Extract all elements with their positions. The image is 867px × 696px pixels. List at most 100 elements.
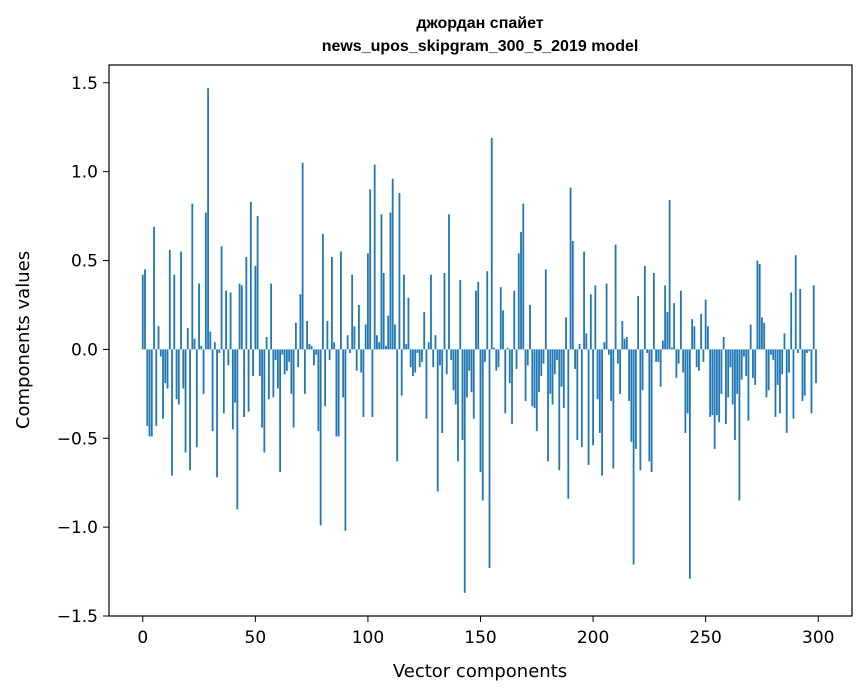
bar bbox=[675, 349, 678, 378]
bar bbox=[182, 349, 185, 389]
bar bbox=[493, 347, 495, 350]
bar bbox=[668, 200, 671, 350]
bar bbox=[803, 349, 806, 396]
bar bbox=[511, 349, 513, 425]
bar bbox=[337, 349, 340, 437]
bar bbox=[292, 349, 295, 428]
y-axis-ticks: −1.5 −1.0 −0.5 0.0 0.5 1.0 1.5 bbox=[57, 74, 109, 627]
bar bbox=[761, 317, 763, 350]
x-tick-label: 200 bbox=[577, 628, 609, 648]
bar bbox=[281, 349, 284, 355]
bar bbox=[556, 349, 558, 361]
bar bbox=[373, 164, 376, 350]
bar bbox=[173, 274, 176, 350]
bar bbox=[463, 349, 466, 593]
bar bbox=[168, 249, 171, 350]
bar bbox=[321, 233, 324, 350]
bar bbox=[576, 349, 579, 441]
chart-subtitle: news_upos_skipgram_300_5_2019 model bbox=[322, 38, 639, 55]
bar bbox=[144, 269, 146, 350]
bar bbox=[792, 349, 795, 419]
bar bbox=[270, 283, 273, 350]
bar bbox=[344, 349, 347, 531]
x-tick-label: 250 bbox=[689, 628, 721, 648]
bar bbox=[331, 256, 333, 350]
bar bbox=[713, 349, 716, 449]
bar bbox=[389, 212, 392, 350]
bar bbox=[430, 274, 432, 350]
bar bbox=[466, 349, 468, 398]
bar bbox=[247, 349, 250, 412]
bar bbox=[495, 349, 498, 371]
bar bbox=[585, 333, 588, 350]
bar bbox=[655, 349, 658, 362]
bar bbox=[752, 349, 754, 378]
bar bbox=[783, 333, 786, 350]
bar bbox=[745, 349, 748, 377]
bar bbox=[198, 283, 200, 350]
bar bbox=[727, 349, 730, 398]
bar bbox=[220, 246, 223, 350]
bar bbox=[164, 349, 167, 384]
bar bbox=[738, 349, 741, 501]
bar bbox=[594, 285, 597, 350]
bar bbox=[648, 349, 651, 462]
bar bbox=[312, 349, 315, 366]
bar bbox=[369, 189, 372, 350]
bar bbox=[488, 349, 491, 569]
bar bbox=[603, 342, 606, 350]
bar bbox=[288, 349, 291, 362]
bar bbox=[698, 349, 700, 371]
bar bbox=[578, 344, 581, 350]
bar bbox=[265, 336, 268, 350]
bar bbox=[736, 349, 739, 394]
bar bbox=[767, 349, 770, 391]
plot-frame bbox=[108, 64, 853, 617]
bar bbox=[788, 349, 790, 373]
bar bbox=[216, 349, 218, 478]
bar bbox=[459, 280, 462, 350]
bar bbox=[743, 349, 745, 357]
bar bbox=[457, 349, 459, 462]
bar bbox=[153, 226, 155, 350]
bar bbox=[580, 349, 583, 448]
bar bbox=[470, 349, 473, 393]
bar bbox=[425, 349, 428, 419]
bar bbox=[362, 349, 365, 417]
bar bbox=[306, 320, 309, 350]
bar bbox=[310, 345, 313, 350]
bar bbox=[159, 349, 162, 357]
bar bbox=[279, 349, 282, 473]
bar bbox=[673, 303, 676, 350]
bar bbox=[709, 349, 712, 417]
bar bbox=[441, 349, 444, 433]
bar bbox=[162, 349, 164, 419]
bar bbox=[403, 274, 405, 350]
bar bbox=[610, 349, 612, 401]
bar bbox=[303, 349, 306, 394]
bar bbox=[301, 162, 304, 350]
bar bbox=[213, 342, 216, 350]
bar bbox=[229, 292, 232, 350]
bar bbox=[515, 349, 518, 369]
bar bbox=[171, 349, 173, 476]
bar bbox=[328, 349, 331, 361]
bar bbox=[632, 349, 635, 565]
bar bbox=[398, 192, 401, 350]
bar bbox=[454, 349, 457, 405]
bar bbox=[607, 349, 610, 355]
bars-group bbox=[141, 88, 817, 593]
bar bbox=[716, 349, 718, 416]
y-tick-label: 0.5 bbox=[71, 252, 98, 272]
bar bbox=[184, 349, 187, 453]
bar bbox=[659, 349, 662, 387]
bar bbox=[333, 342, 336, 350]
bar bbox=[614, 244, 617, 350]
x-tick-label: 50 bbox=[245, 628, 267, 648]
bar bbox=[243, 349, 245, 417]
bar bbox=[412, 349, 414, 377]
bar bbox=[452, 349, 455, 391]
bar bbox=[207, 88, 209, 350]
bar bbox=[308, 344, 311, 350]
